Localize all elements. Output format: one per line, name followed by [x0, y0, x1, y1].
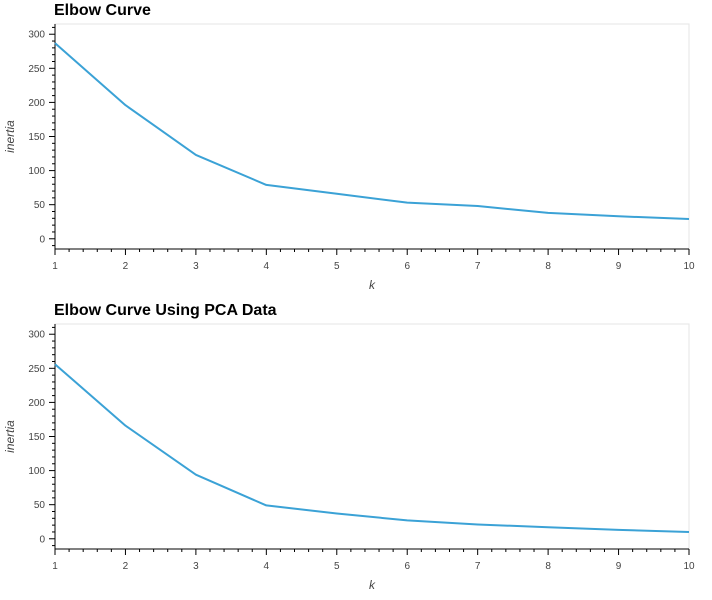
x-tick-label: 3 [193, 261, 199, 272]
x-tick-label: 5 [334, 561, 340, 572]
y-tick-label: 150 [28, 432, 45, 443]
x-tick-label: 5 [334, 261, 340, 272]
y-tick-label: 200 [28, 98, 45, 109]
x-tick-label: 8 [545, 561, 551, 572]
x-axis-label: k [369, 278, 376, 292]
x-tick-label: 4 [264, 561, 270, 572]
x-tick-label: 9 [616, 561, 622, 572]
x-tick-label: 1 [52, 561, 58, 572]
x-tick-label: 6 [404, 561, 410, 572]
elbow-curve-chart: 0 50 100 150 200 250 300 1 2 3 4 5 6 7 8 9 10 k inertia [0, 0, 712, 300]
x-tick-label: 8 [545, 261, 551, 272]
y-tick-label: 200 [28, 398, 45, 409]
y-tick-label: 300 [28, 330, 45, 341]
series-line [55, 43, 689, 219]
x-tick-label: 10 [683, 561, 695, 572]
y-tick-label: 300 [28, 30, 45, 41]
y-axis-label: inertia [3, 120, 17, 153]
y-tick-label: 50 [34, 200, 46, 211]
x-tick-label: 3 [193, 561, 199, 572]
x-tick-label: 4 [264, 261, 270, 272]
x-tick-label: 7 [475, 561, 481, 572]
x-tick-label: 2 [123, 561, 129, 572]
y-tick-label: 250 [28, 64, 45, 75]
y-tick-label: 100 [28, 166, 45, 177]
series-line [55, 364, 689, 532]
x-tick-label: 7 [475, 261, 481, 272]
y-tick-label: 0 [39, 234, 45, 245]
y-tick-label: 50 [34, 500, 46, 511]
x-axis-label: k [369, 578, 376, 592]
x-tick-label: 10 [683, 261, 695, 272]
y-tick-label: 0 [39, 534, 45, 545]
y-tick-label: 250 [28, 364, 45, 375]
y-tick-label: 150 [28, 132, 45, 143]
x-tick-label: 2 [123, 261, 129, 272]
elbow-curve-pca-chart: 0 50 100 150 200 250 300 1 2 3 4 5 6 7 8 9 10 k inertia [0, 300, 712, 600]
y-axis-label: inertia [3, 420, 17, 453]
x-tick-label: 1 [52, 261, 58, 272]
y-tick-label: 100 [28, 466, 45, 477]
plot-frame [55, 324, 689, 549]
x-tick-label: 9 [616, 261, 622, 272]
x-tick-label: 6 [404, 261, 410, 272]
